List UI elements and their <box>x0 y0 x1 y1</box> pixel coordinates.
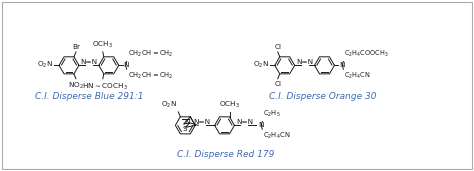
Text: $\mathregular{O_2N}$: $\mathregular{O_2N}$ <box>253 60 269 70</box>
Text: Cl: Cl <box>274 44 281 50</box>
Text: HN$\mathregular{\sim}$COCH$_3$: HN$\mathregular{\sim}$COCH$_3$ <box>82 82 128 92</box>
Text: $\mathregular{CH_2CH{=}CH_2}$: $\mathregular{CH_2CH{=}CH_2}$ <box>128 49 173 60</box>
Text: $\mathregular{C_2H_4CN}$: $\mathregular{C_2H_4CN}$ <box>345 71 371 81</box>
Text: $\mathregular{OCH_3}$: $\mathregular{OCH_3}$ <box>219 100 240 110</box>
Text: $\mathregular{C_2H_4COOCH_3}$: $\mathregular{C_2H_4COOCH_3}$ <box>345 49 389 60</box>
Text: $\mathregular{C_2H_5}$: $\mathregular{C_2H_5}$ <box>263 109 281 119</box>
Text: C.I. Disperse Blue 291:1: C.I. Disperse Blue 291:1 <box>35 92 143 101</box>
Text: N: N <box>339 62 345 68</box>
Text: $\mathregular{NO_2}$: $\mathregular{NO_2}$ <box>68 81 84 91</box>
Text: N=N: N=N <box>193 119 211 125</box>
Text: N=N: N=N <box>80 59 98 65</box>
FancyBboxPatch shape <box>2 2 472 169</box>
Text: C.I. Disperse Red 179: C.I. Disperse Red 179 <box>177 150 274 159</box>
Text: Cl: Cl <box>274 81 281 87</box>
Text: $\mathregular{CH_2CH{=}CH_2}$: $\mathregular{CH_2CH{=}CH_2}$ <box>128 71 173 81</box>
Text: N=N: N=N <box>296 59 313 65</box>
Text: S: S <box>182 126 187 132</box>
Text: N: N <box>258 122 264 128</box>
Text: $\mathregular{C_2H_4CN}$: $\mathregular{C_2H_4CN}$ <box>263 131 291 141</box>
Text: Br: Br <box>72 44 80 50</box>
Text: N: N <box>184 119 189 125</box>
Text: $\mathregular{O_2N}$: $\mathregular{O_2N}$ <box>161 100 177 110</box>
Text: $\mathregular{O_2N}$: $\mathregular{O_2N}$ <box>37 60 53 70</box>
Text: N: N <box>124 62 129 68</box>
Text: $\mathregular{OCH_3}$: $\mathregular{OCH_3}$ <box>92 40 113 50</box>
Text: C.I. Disperse Orange 30: C.I. Disperse Orange 30 <box>269 92 376 101</box>
Text: N=N: N=N <box>236 119 253 125</box>
